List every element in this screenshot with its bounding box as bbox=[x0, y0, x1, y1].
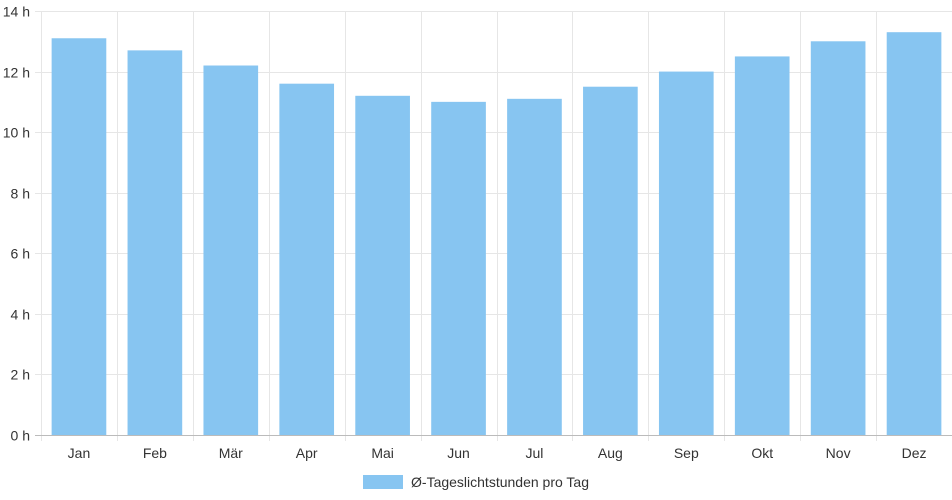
x-tick-label: Mär bbox=[219, 445, 243, 461]
x-tick-label: Aug bbox=[598, 445, 623, 461]
legend-label: Ø-Tageslichtstunden pro Tag bbox=[411, 474, 589, 490]
x-tick-label: Okt bbox=[751, 445, 773, 461]
bar bbox=[658, 71, 714, 436]
y-tick-label: 2 h bbox=[11, 367, 30, 383]
y-tick-label: 6 h bbox=[11, 246, 30, 262]
x-tick-label: Mai bbox=[371, 445, 394, 461]
y-tick-label: 0 h bbox=[11, 428, 30, 444]
y-tick-label: 4 h bbox=[11, 307, 30, 323]
x-axis-ticks: Jan Feb Mär Apr Mai Jun Jul Aug Sep Okt Nov Dez bbox=[68, 445, 927, 461]
legend: Ø-Tageslichtstunden pro Tag bbox=[0, 470, 952, 494]
x-tick-label: Apr bbox=[296, 445, 318, 461]
x-tick-label: Jan bbox=[68, 445, 91, 461]
bar bbox=[734, 56, 790, 436]
daylight-bar-chart: 0 h 2 h 4 h 6 h 8 h 10 h 12 h 14 h Jan Feb Mär Apr… bbox=[3, 4, 952, 461]
y-tick-label: 12 h bbox=[3, 65, 30, 81]
bar bbox=[279, 83, 335, 435]
x-tick-label: Feb bbox=[143, 445, 167, 461]
bar bbox=[583, 86, 638, 435]
y-tick-label: 14 h bbox=[3, 4, 30, 20]
grid-lines bbox=[35, 11, 952, 441]
bar bbox=[127, 50, 183, 435]
bar bbox=[355, 95, 410, 436]
bar bbox=[886, 32, 942, 435]
x-tick-label: Nov bbox=[826, 445, 851, 461]
bar-series bbox=[51, 32, 942, 436]
bar bbox=[203, 65, 259, 435]
legend-swatch bbox=[363, 475, 404, 489]
bar bbox=[507, 98, 562, 435]
x-tick-label: Sep bbox=[674, 445, 699, 461]
x-tick-label: Jun bbox=[447, 445, 470, 461]
x-tick-label: Jul bbox=[526, 445, 544, 461]
bar bbox=[51, 38, 107, 435]
bar bbox=[431, 101, 486, 435]
bar bbox=[810, 41, 866, 436]
y-tick-label: 10 h bbox=[3, 125, 30, 141]
y-tick-label: 8 h bbox=[11, 186, 30, 202]
x-tick-label: Dez bbox=[902, 445, 927, 461]
y-axis-ticks: 0 h 2 h 4 h 6 h 8 h 10 h 12 h 14 h bbox=[3, 4, 30, 444]
